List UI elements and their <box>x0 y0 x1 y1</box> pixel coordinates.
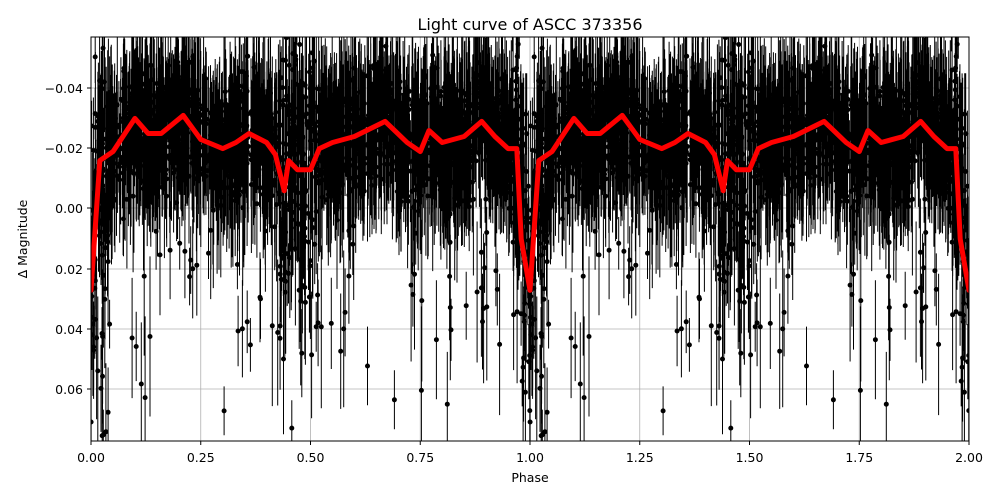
x-tick-label: 1.75 <box>845 450 873 465</box>
x-tick-label: 0.75 <box>406 450 434 465</box>
observation-points <box>91 37 969 441</box>
x-tick-label: 0.50 <box>297 450 325 465</box>
x-axis-label: Phase <box>511 470 549 485</box>
y-axis-label: Δ Magnitude <box>15 199 30 278</box>
y-tick-label: 0.06 <box>55 382 83 397</box>
x-tick-label: 0.00 <box>77 450 105 465</box>
x-tick-labels: 0.00 0.25 0.50 0.75 1.00 1.25 1.50 1.75 … <box>77 450 983 465</box>
x-tick-label: 1.50 <box>736 450 764 465</box>
x-tick-label: 2.00 <box>955 450 983 465</box>
y-tick-labels: −0.04 −0.02 0.00 0.02 0.04 0.06 <box>45 81 83 397</box>
x-tick-label: 0.25 <box>187 450 215 465</box>
x-axis <box>90 441 970 445</box>
y-tick-label: −0.04 <box>45 81 83 96</box>
model-curve <box>91 112 969 293</box>
data-markers <box>91 37 969 439</box>
y-tick-label: 0.02 <box>55 262 83 277</box>
y-tick-label: 0.00 <box>55 201 83 216</box>
x-tick-label: 1.25 <box>626 450 654 465</box>
x-tick-label: 1.00 <box>516 450 544 465</box>
y-axis <box>87 87 91 390</box>
y-tick-label: 0.04 <box>55 322 83 337</box>
y-tick-label: −0.02 <box>45 141 83 156</box>
chart-title: Light curve of ASCC 373356 <box>417 15 642 34</box>
